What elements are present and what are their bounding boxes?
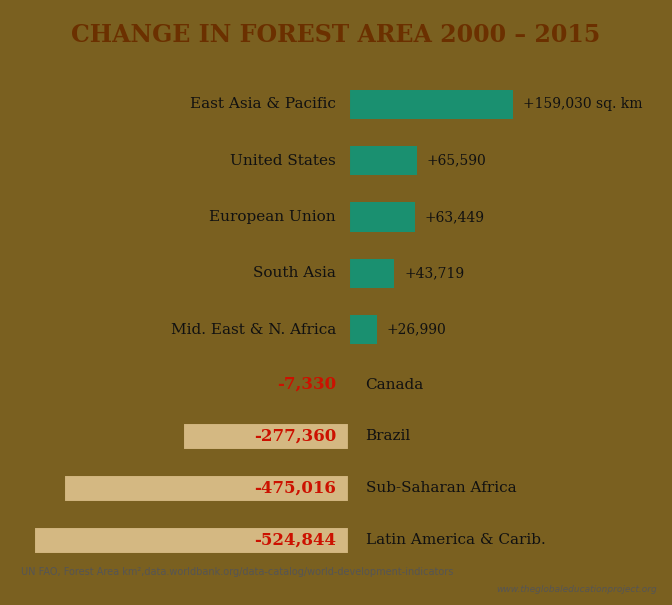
Text: CHANGE IN FOREST AREA 2000 – 2015: CHANGE IN FOREST AREA 2000 – 2015 <box>71 23 601 47</box>
Bar <box>349 258 394 288</box>
Text: +43,719: +43,719 <box>404 266 464 280</box>
Text: -475,016: -475,016 <box>254 480 336 497</box>
Text: +63,449: +63,449 <box>425 210 485 224</box>
Text: Brazil: Brazil <box>366 430 411 443</box>
Text: +65,590: +65,590 <box>427 154 487 168</box>
Text: +26,990: +26,990 <box>387 322 446 336</box>
Text: -277,360: -277,360 <box>254 428 336 445</box>
Bar <box>349 202 415 232</box>
Text: Sub-Saharan Africa: Sub-Saharan Africa <box>366 481 516 495</box>
Bar <box>349 315 377 344</box>
Bar <box>349 90 513 119</box>
Text: East Asia & Pacific: East Asia & Pacific <box>190 97 336 111</box>
Text: Canada: Canada <box>366 378 424 391</box>
Text: +159,030 sq. km: +159,030 sq. km <box>523 97 642 111</box>
Text: Mid. East & N. Africa: Mid. East & N. Africa <box>171 322 336 336</box>
Bar <box>183 423 349 450</box>
Text: Latin America & Carib.: Latin America & Carib. <box>366 533 545 547</box>
Bar <box>65 475 349 502</box>
Bar <box>34 526 349 554</box>
Text: United States: United States <box>230 154 336 168</box>
Text: European Union: European Union <box>210 210 336 224</box>
Bar <box>349 146 417 175</box>
Text: South Asia: South Asia <box>253 266 336 280</box>
Text: -524,844: -524,844 <box>254 532 336 549</box>
Text: www.theglobaleducationproject.org: www.theglobaleducationproject.org <box>497 585 657 594</box>
Text: UN FAO, Forest Area km²,data.worldbank.org/data-catalog/world-development-indica: UN FAO, Forest Area km²,data.worldbank.o… <box>22 567 454 577</box>
Text: -7,330: -7,330 <box>277 376 336 393</box>
